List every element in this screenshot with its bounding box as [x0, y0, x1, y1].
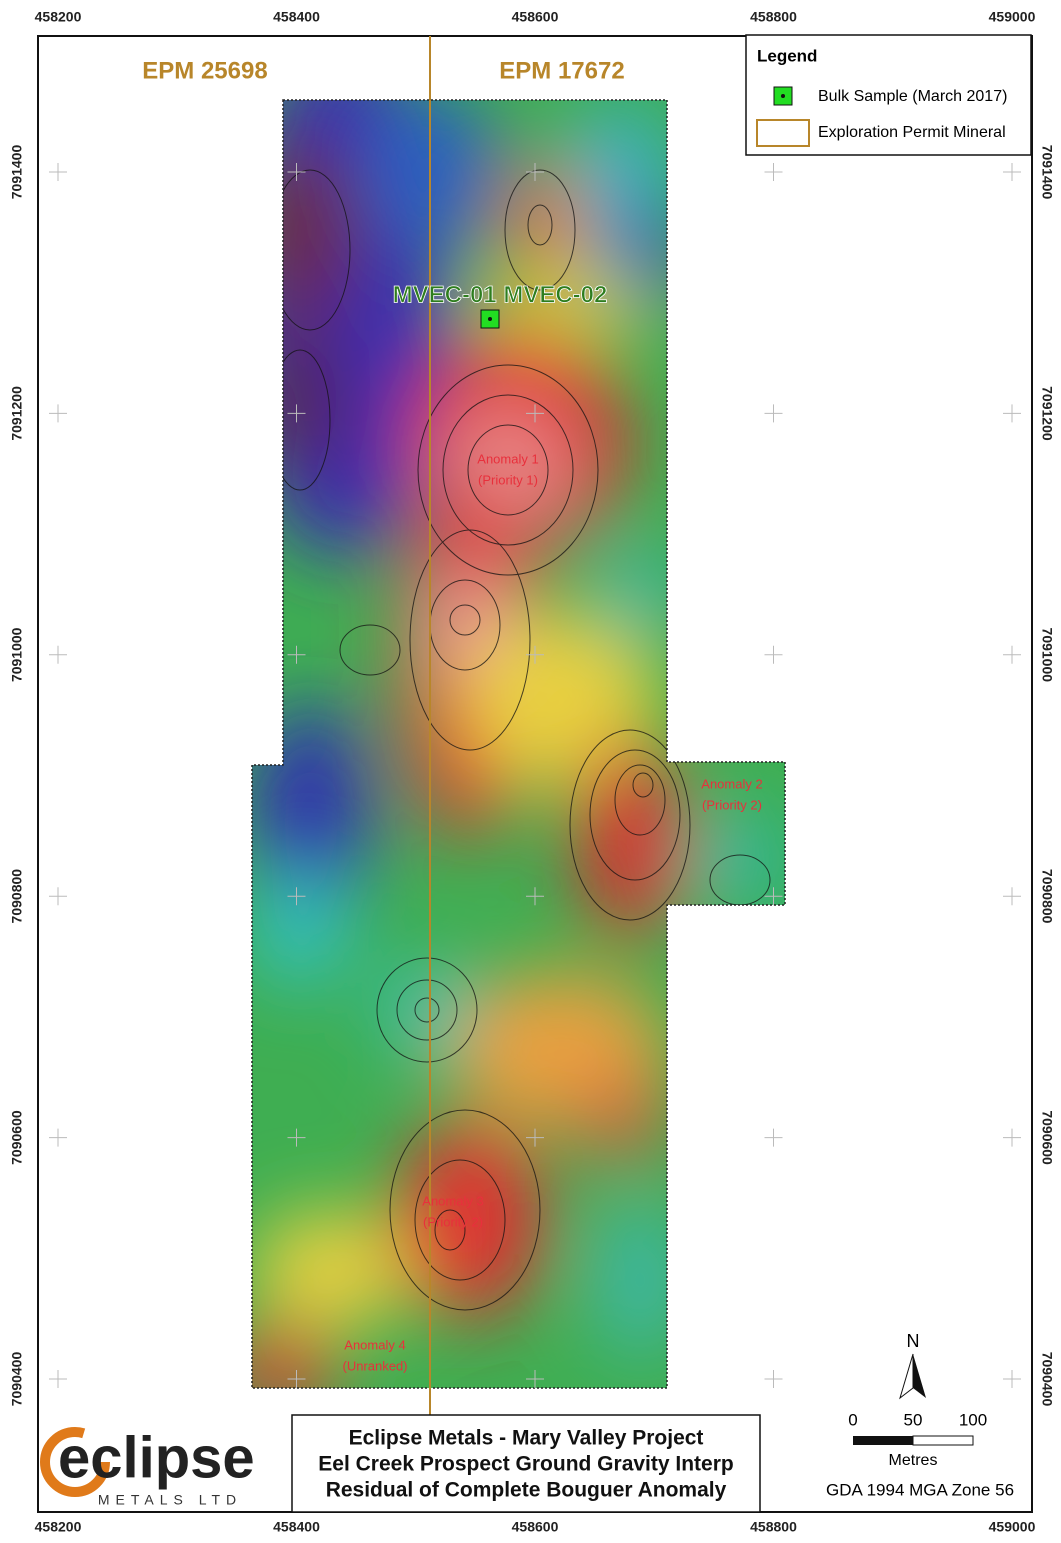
anomaly-name: Anomaly 1 — [477, 451, 538, 466]
logo-name: eclipse — [58, 1425, 255, 1490]
scale-tick-label: 50 — [904, 1410, 923, 1429]
legend-item: Bulk Sample (March 2017) — [818, 88, 1007, 105]
y-coord-label: 7091000 — [1039, 628, 1055, 683]
title-line: Residual of Complete Bouguer Anomaly — [326, 1479, 727, 1502]
anomaly-name: Anomaly 2 — [701, 776, 762, 791]
legend-title: Legend — [757, 46, 817, 65]
x-coord-label: 458600 — [512, 1519, 559, 1535]
x-coord-label: 459000 — [989, 9, 1036, 25]
y-coord-label: 7091200 — [1039, 386, 1055, 441]
sample-label: MVEC-01 MVEC-02 — [393, 281, 608, 308]
anomaly-rank: (Unranked) — [342, 1358, 407, 1373]
y-coord-label: 7090400 — [1039, 1352, 1055, 1407]
x-coord-label: 458200 — [35, 9, 82, 25]
anomaly-rank: (Priority 2) — [423, 1214, 483, 1229]
logo-sub: METALS LTD — [98, 1492, 242, 1508]
y-coord-label: 7090600 — [1039, 1110, 1055, 1165]
logo: eclipse METALS LTD — [45, 1425, 255, 1507]
scale-tick-label: 0 — [848, 1410, 857, 1429]
permit-label: EPM 25698 — [142, 57, 267, 84]
x-coord-label: 458400 — [273, 9, 320, 25]
y-coord-label: 7091400 — [1039, 145, 1055, 200]
x-coord-label: 458200 — [35, 1519, 82, 1535]
y-coord-label: 7091000 — [9, 627, 25, 682]
scale-unit: Metres — [889, 1452, 938, 1469]
legend-swatch-dot — [781, 94, 785, 98]
y-coord-label: 7090800 — [1039, 869, 1055, 924]
legend: Legend Bulk Sample (March 2017) Explorat… — [746, 35, 1031, 155]
x-coord-label: 459000 — [989, 1519, 1036, 1535]
anomaly-name: Anomaly 4 — [344, 1337, 405, 1352]
y-coord-label: 7090400 — [9, 1352, 25, 1407]
y-coord-label: 7090600 — [9, 1110, 25, 1165]
x-coord-label: 458800 — [750, 9, 797, 25]
legend-item: Exploration Permit Mineral — [818, 124, 1006, 141]
x-coord-label: 458600 — [512, 9, 559, 25]
anomaly-name: Anomaly 3 — [422, 1193, 483, 1208]
bulk-sample-dot — [488, 317, 492, 321]
title-block: Eclipse Metals - Mary Valley Project Eel… — [292, 1415, 760, 1512]
x-coord-label: 458400 — [273, 1519, 320, 1535]
anomaly-rank: (Priority 2) — [702, 797, 762, 812]
scale-tick-label: 100 — [959, 1410, 987, 1429]
projection: GDA 1994 MGA Zone 56 — [826, 1480, 1014, 1499]
y-coord-label: 7091200 — [9, 386, 25, 441]
scale-segment — [913, 1436, 973, 1445]
scale-segment — [853, 1436, 913, 1445]
map-figure: 458200 458400 458600 458800 459000 458200 4584… — [0, 0, 1061, 1543]
title-line: Eel Creek Prospect Ground Gravity Interp — [318, 1453, 733, 1476]
title-line: Eclipse Metals - Mary Valley Project — [349, 1427, 704, 1450]
x-coord-label: 458800 — [750, 1519, 797, 1535]
anomaly-rank: (Priority 1) — [478, 472, 538, 487]
permit-label: EPM 17672 — [499, 57, 624, 84]
y-coord-label: 7090800 — [9, 869, 25, 924]
north-label: N — [907, 1331, 920, 1351]
y-coord-label: 7091400 — [9, 145, 25, 200]
